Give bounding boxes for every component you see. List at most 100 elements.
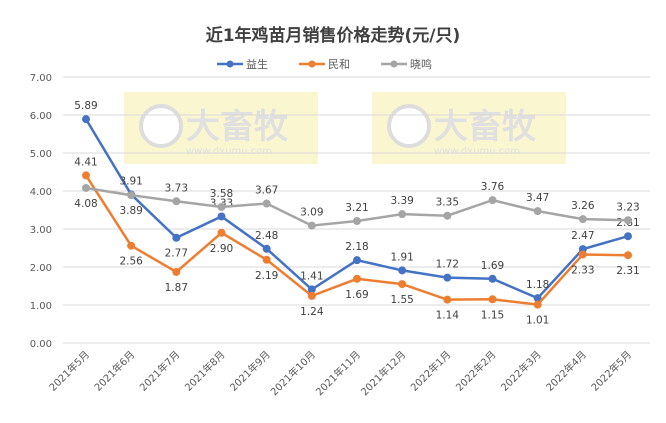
data-label: 1.41 (300, 270, 323, 282)
data-label: 3.47 (526, 192, 549, 204)
series-晓鸣: 4.08 3.89 3.73 3.58 3.67 3.09 3.21 3.39 3.35 3.76… (74, 181, 640, 230)
gridlines (63, 76, 650, 344)
data-label: 2.77 (165, 248, 188, 260)
series-group: 5.893.912.773.332.481.412.181.911.721.69… (74, 100, 639, 326)
data-point (82, 171, 90, 180)
data-point (127, 241, 136, 250)
data-label: 3.39 (390, 195, 413, 207)
data-point (172, 233, 181, 242)
data-label: 2.19 (255, 270, 278, 282)
data-point (578, 215, 587, 224)
data-label: 2.31 (616, 265, 639, 277)
data-point (353, 217, 361, 226)
data-label: 1.69 (481, 260, 504, 272)
x-tick-label: 2022年4月 (543, 348, 589, 394)
data-label: 2.18 (345, 241, 368, 253)
data-label: 3.76 (481, 181, 505, 193)
data-label: 2.33 (571, 264, 594, 276)
data-point (624, 251, 632, 260)
y-tick-label: 0.00 (30, 339, 52, 350)
x-tick-label: 2021年8月 (182, 348, 228, 394)
data-point (217, 212, 226, 221)
data-label: 3.58 (210, 188, 233, 200)
data-label: 3.91 (119, 175, 142, 187)
data-label: 3.67 (255, 185, 278, 197)
data-point (262, 244, 271, 253)
data-point (443, 211, 452, 220)
data-point (533, 207, 542, 216)
data-point (353, 274, 361, 283)
data-point (353, 256, 361, 265)
x-tick-label: 2021年12月 (358, 348, 408, 398)
data-label: 3.21 (345, 202, 368, 214)
x-tick-label: 2021年11月 (313, 348, 363, 398)
data-point (398, 210, 407, 219)
data-label: 1.55 (390, 294, 413, 306)
x-tick-label: 2021年6月 (91, 348, 137, 394)
data-label: 3.23 (616, 201, 639, 213)
x-axis-ticks: 2021年5月 2021年6月 2021年7月 2021年8月 2021年9月2021年… (46, 348, 634, 398)
y-tick-label: 2.00 (30, 263, 52, 274)
watermark-text: 大畜牧 (434, 107, 537, 147)
data-label: 2.56 (119, 256, 143, 268)
x-tick-label: 2022年1月 (408, 348, 454, 394)
data-point (82, 115, 90, 124)
legend-label: 民和 (328, 58, 350, 71)
data-point (262, 199, 271, 208)
y-tick-label: 4.00 (30, 187, 52, 198)
data-label: 1.14 (436, 310, 460, 322)
data-label: 3.73 (165, 182, 188, 194)
data-point (398, 266, 407, 275)
series-民和: 4.41 2.56 1.87 2.90 2.19 1.24 1.69 1.55 1.14 1.15… (74, 156, 639, 326)
data-label: 2.47 (571, 230, 594, 242)
x-tick-label: 2022年5月 (588, 348, 634, 394)
data-point (82, 183, 90, 192)
chart-title: 近1年鸡苗月销售价格走势(元/只) (206, 25, 461, 46)
data-label: 1.15 (481, 309, 504, 321)
watermark-url: www.dxumu.com (434, 146, 520, 157)
data-label: 3.89 (119, 205, 142, 217)
legend: 益生 民和 晓鸣 (217, 57, 432, 71)
data-point (533, 294, 542, 303)
data-point (488, 196, 497, 205)
data-point (624, 232, 632, 241)
data-point (443, 273, 452, 282)
x-tick-label: 2022年2月 (453, 348, 499, 394)
data-point (127, 191, 136, 200)
x-tick-label: 2021年10月 (268, 348, 318, 398)
data-point (172, 267, 181, 276)
legend-item: 益生 (217, 57, 268, 71)
data-label: 4.08 (74, 198, 97, 210)
y-tick-label: 1.00 (30, 301, 52, 312)
legend-marker (308, 60, 316, 68)
watermark-url: www.dxumu.com (186, 146, 272, 157)
data-point (307, 291, 316, 300)
data-label: 2.48 (255, 230, 278, 242)
legend-item: 民和 (299, 58, 350, 71)
series-益生: 5.893.912.773.332.481.412.181.911.721.69… (74, 100, 640, 303)
data-label: 1.72 (436, 259, 459, 271)
data-point (307, 221, 316, 230)
data-label: 1.18 (526, 279, 549, 291)
legend-marker (226, 60, 234, 68)
data-label: 1.87 (165, 282, 188, 294)
x-tick-label: 2021年7月 (137, 348, 183, 394)
data-point (488, 295, 497, 304)
data-label: 1.91 (390, 251, 413, 263)
data-label: 3.09 (300, 207, 323, 219)
legend-item: 晓鸣 (381, 57, 432, 71)
data-label: 1.69 (345, 289, 368, 301)
y-tick-label: 5.00 (30, 149, 52, 160)
data-label: 1.24 (300, 306, 324, 318)
legend-label: 晓鸣 (410, 57, 432, 71)
x-tick-label: 2021年9月 (227, 348, 273, 394)
data-label: 2.90 (210, 243, 233, 255)
data-point (443, 295, 452, 304)
y-tick-label: 6.00 (30, 111, 52, 122)
data-point (398, 280, 407, 289)
